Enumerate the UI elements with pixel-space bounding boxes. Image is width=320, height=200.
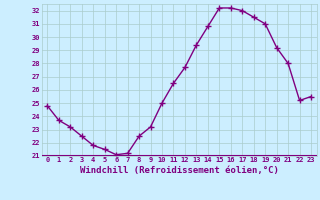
X-axis label: Windchill (Refroidissement éolien,°C): Windchill (Refroidissement éolien,°C) [80, 166, 279, 175]
